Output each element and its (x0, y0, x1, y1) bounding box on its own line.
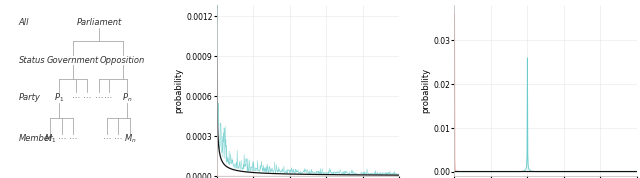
Text: ⋯: ⋯ (58, 134, 67, 143)
Text: Member: Member (19, 134, 53, 143)
Text: ⋯: ⋯ (103, 134, 111, 143)
Text: ⋯: ⋯ (114, 134, 122, 143)
Text: $P_n$: $P_n$ (122, 91, 132, 104)
Y-axis label: probability: probability (174, 68, 183, 113)
Text: $P_1$: $P_1$ (54, 91, 64, 104)
Text: Government: Government (47, 56, 99, 64)
Text: Status: Status (19, 56, 45, 64)
Text: ⋯: ⋯ (104, 93, 113, 102)
Text: ⋯: ⋯ (83, 93, 91, 102)
Text: Parliament: Parliament (77, 18, 122, 27)
Text: ⋯: ⋯ (72, 93, 80, 102)
Y-axis label: probability: probability (422, 68, 431, 113)
Text: Opposition: Opposition (100, 56, 145, 64)
Text: All: All (19, 18, 29, 27)
Text: ⋯: ⋯ (95, 93, 104, 102)
Text: $M_1$: $M_1$ (44, 132, 56, 145)
Text: ⋯: ⋯ (69, 134, 77, 143)
Text: Party: Party (19, 93, 41, 102)
Text: $M_n$: $M_n$ (124, 132, 137, 145)
